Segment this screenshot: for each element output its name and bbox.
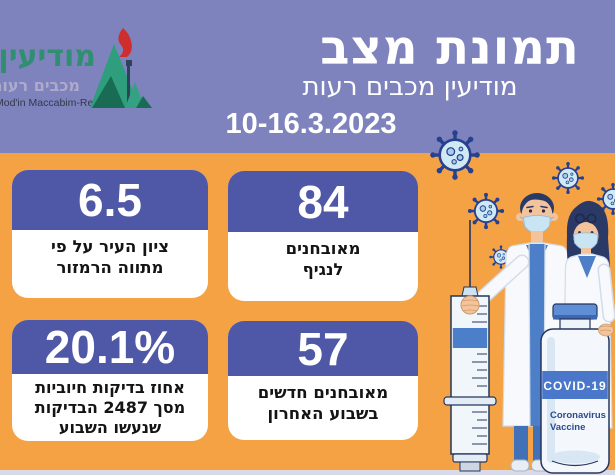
stat-value-diagnosed: 84	[228, 171, 418, 232]
city-logo: מודיעין מכבים רעות Mod'in Maccabim-Reut	[0, 26, 160, 116]
stat-label-new-cases: מאובחנים חדשים בשבוע האחרון	[257, 383, 389, 423]
stat-value-city-score: 6.5	[12, 170, 208, 230]
vial-subtitle-line1: Coronavirus	[550, 410, 606, 421]
logo-english-name: Mod'in Maccabim-Reut	[0, 97, 103, 109]
stat-label-positive-rate: אחוז בדיקות חיוביות מסך 2487 הבדיקות שנע…	[34, 378, 186, 438]
glasses-icon	[575, 213, 597, 224]
syringe-icon	[443, 220, 497, 472]
female-hand	[598, 323, 614, 337]
virus-icon	[550, 160, 586, 196]
stat-card-positive-rate: 20.1% אחוז בדיקות חיוביות מסך 2487 הבדיק…	[12, 320, 208, 441]
logo-hebrew-secondary: מכבים רעות	[0, 76, 80, 95]
stat-value-new-cases: 57	[228, 321, 418, 376]
bottom-strip	[0, 470, 615, 475]
stat-label-diagnosed: מאובחנים לנגיף	[285, 239, 361, 279]
doctors-illustration: COVID-19 Coronavirus Vaccine	[428, 128, 615, 474]
page-title: תמונת מצב	[320, 20, 580, 76]
male-hand	[460, 295, 480, 315]
stat-card-new-cases: 57 מאובחנים חדשים בשבוע האחרון	[228, 321, 418, 440]
stat-label-city-score: ציון העיר על פי מתווה הרמזור	[51, 237, 169, 277]
vial-title: COVID-19	[543, 379, 606, 393]
vaccine-vial: COVID-19 Coronavirus Vaccine	[540, 303, 610, 474]
page-subtitle: מודיעין מכבים רעות	[302, 72, 518, 102]
virus-icon	[428, 128, 482, 182]
vial-subtitle-line2: Vaccine	[550, 422, 585, 433]
stat-card-diagnosed: 84 מאובחנים לנגיף	[228, 171, 418, 301]
date-range: 10-16.3.2023	[225, 108, 397, 140]
stat-card-city-score: 6.5 ציון העיר על פי מתווה הרמזור	[12, 170, 208, 298]
mountain-flame-icon	[90, 28, 152, 108]
virus-icon	[466, 191, 506, 231]
logo-hebrew-primary: מודיעין	[0, 39, 96, 74]
stat-value-positive-rate: 20.1%	[12, 320, 208, 374]
